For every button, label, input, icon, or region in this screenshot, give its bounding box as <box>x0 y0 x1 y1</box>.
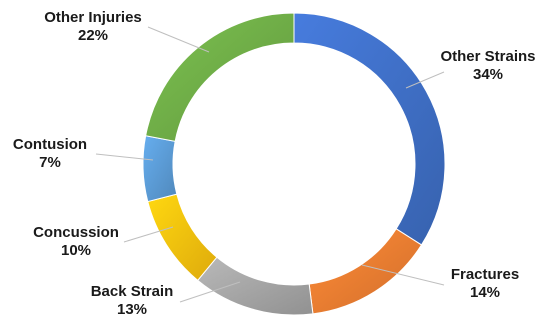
leader-line-other-strains <box>405 71 445 89</box>
label-concussion: Concussion <box>33 224 119 241</box>
slice-concussion <box>147 193 218 282</box>
leader-line-fractures <box>361 264 445 286</box>
label-contusion: Contusion <box>13 136 87 153</box>
slice-back-strain <box>197 256 314 316</box>
slice-other-injuries <box>145 12 295 142</box>
label-other-injuries: Other Injuries <box>44 9 142 26</box>
value-label-other-injuries: 22% <box>78 27 108 44</box>
value-label-back-strain: 13% <box>117 301 147 318</box>
donut-slices <box>142 12 446 316</box>
leader-line-concussion <box>123 226 174 243</box>
label-back-strain: Back Strain <box>91 283 174 300</box>
value-label-concussion: 10% <box>61 242 91 259</box>
leader-line-contusion <box>95 153 154 161</box>
value-label-fractures: 14% <box>470 284 500 301</box>
leader-line-other-injuries <box>147 26 210 53</box>
label-other-strains: Other Strains <box>440 48 535 65</box>
value-label-other-strains: 34% <box>473 66 503 83</box>
slice-contusion <box>142 135 178 203</box>
label-fractures: Fractures <box>451 266 519 283</box>
leader-line-back-strain <box>179 281 241 303</box>
leader-lines <box>95 26 445 303</box>
slice-other-strains <box>293 12 446 246</box>
slice-fractures <box>308 228 423 315</box>
value-label-contusion: 7% <box>39 154 61 171</box>
